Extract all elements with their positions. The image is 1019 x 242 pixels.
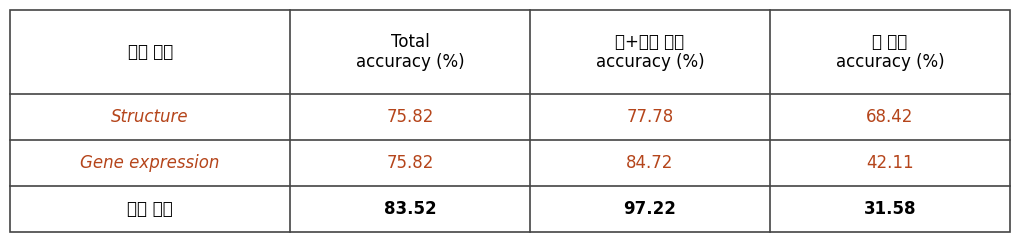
Text: 간 독성
accuracy (%): 간 독성 accuracy (%): [835, 33, 944, 71]
Text: 42.11: 42.11: [865, 154, 913, 172]
Text: 84.72: 84.72: [626, 154, 673, 172]
Text: 97.22: 97.22: [623, 200, 676, 218]
Text: 간+신장 독성
accuracy (%): 간+신장 독성 accuracy (%): [595, 33, 703, 71]
Text: 83.52: 83.52: [383, 200, 436, 218]
Text: 통합 모델: 통합 모델: [127, 200, 173, 218]
Text: Total
accuracy (%): Total accuracy (%): [356, 33, 464, 71]
Text: Structure: Structure: [111, 108, 189, 126]
Text: 예측 모델: 예측 모델: [127, 43, 172, 61]
Text: 31.58: 31.58: [863, 200, 915, 218]
Text: 77.78: 77.78: [626, 108, 673, 126]
Text: Gene expression: Gene expression: [81, 154, 220, 172]
Text: 75.82: 75.82: [386, 154, 433, 172]
Text: 68.42: 68.42: [865, 108, 913, 126]
Text: 75.82: 75.82: [386, 108, 433, 126]
